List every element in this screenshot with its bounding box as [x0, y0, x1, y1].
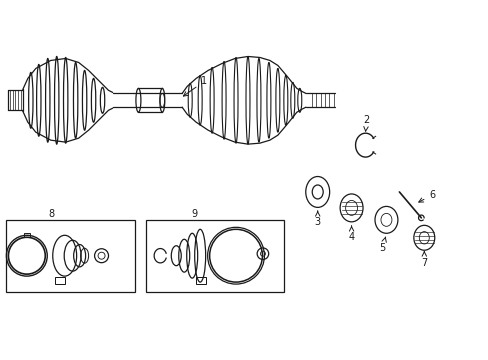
Text: 2: 2 — [363, 115, 369, 131]
Text: 5: 5 — [379, 237, 386, 253]
Bar — [196, 276, 206, 284]
Text: 7: 7 — [420, 252, 427, 268]
Bar — [55, 276, 64, 284]
Text: 3: 3 — [314, 211, 320, 227]
Bar — [24, 233, 30, 237]
Text: 1: 1 — [183, 76, 207, 96]
Text: 4: 4 — [348, 226, 354, 242]
Bar — [6, 220, 135, 292]
Text: 9: 9 — [191, 209, 197, 219]
Bar — [146, 220, 283, 292]
Text: 6: 6 — [418, 190, 434, 202]
Text: 8: 8 — [48, 209, 54, 219]
